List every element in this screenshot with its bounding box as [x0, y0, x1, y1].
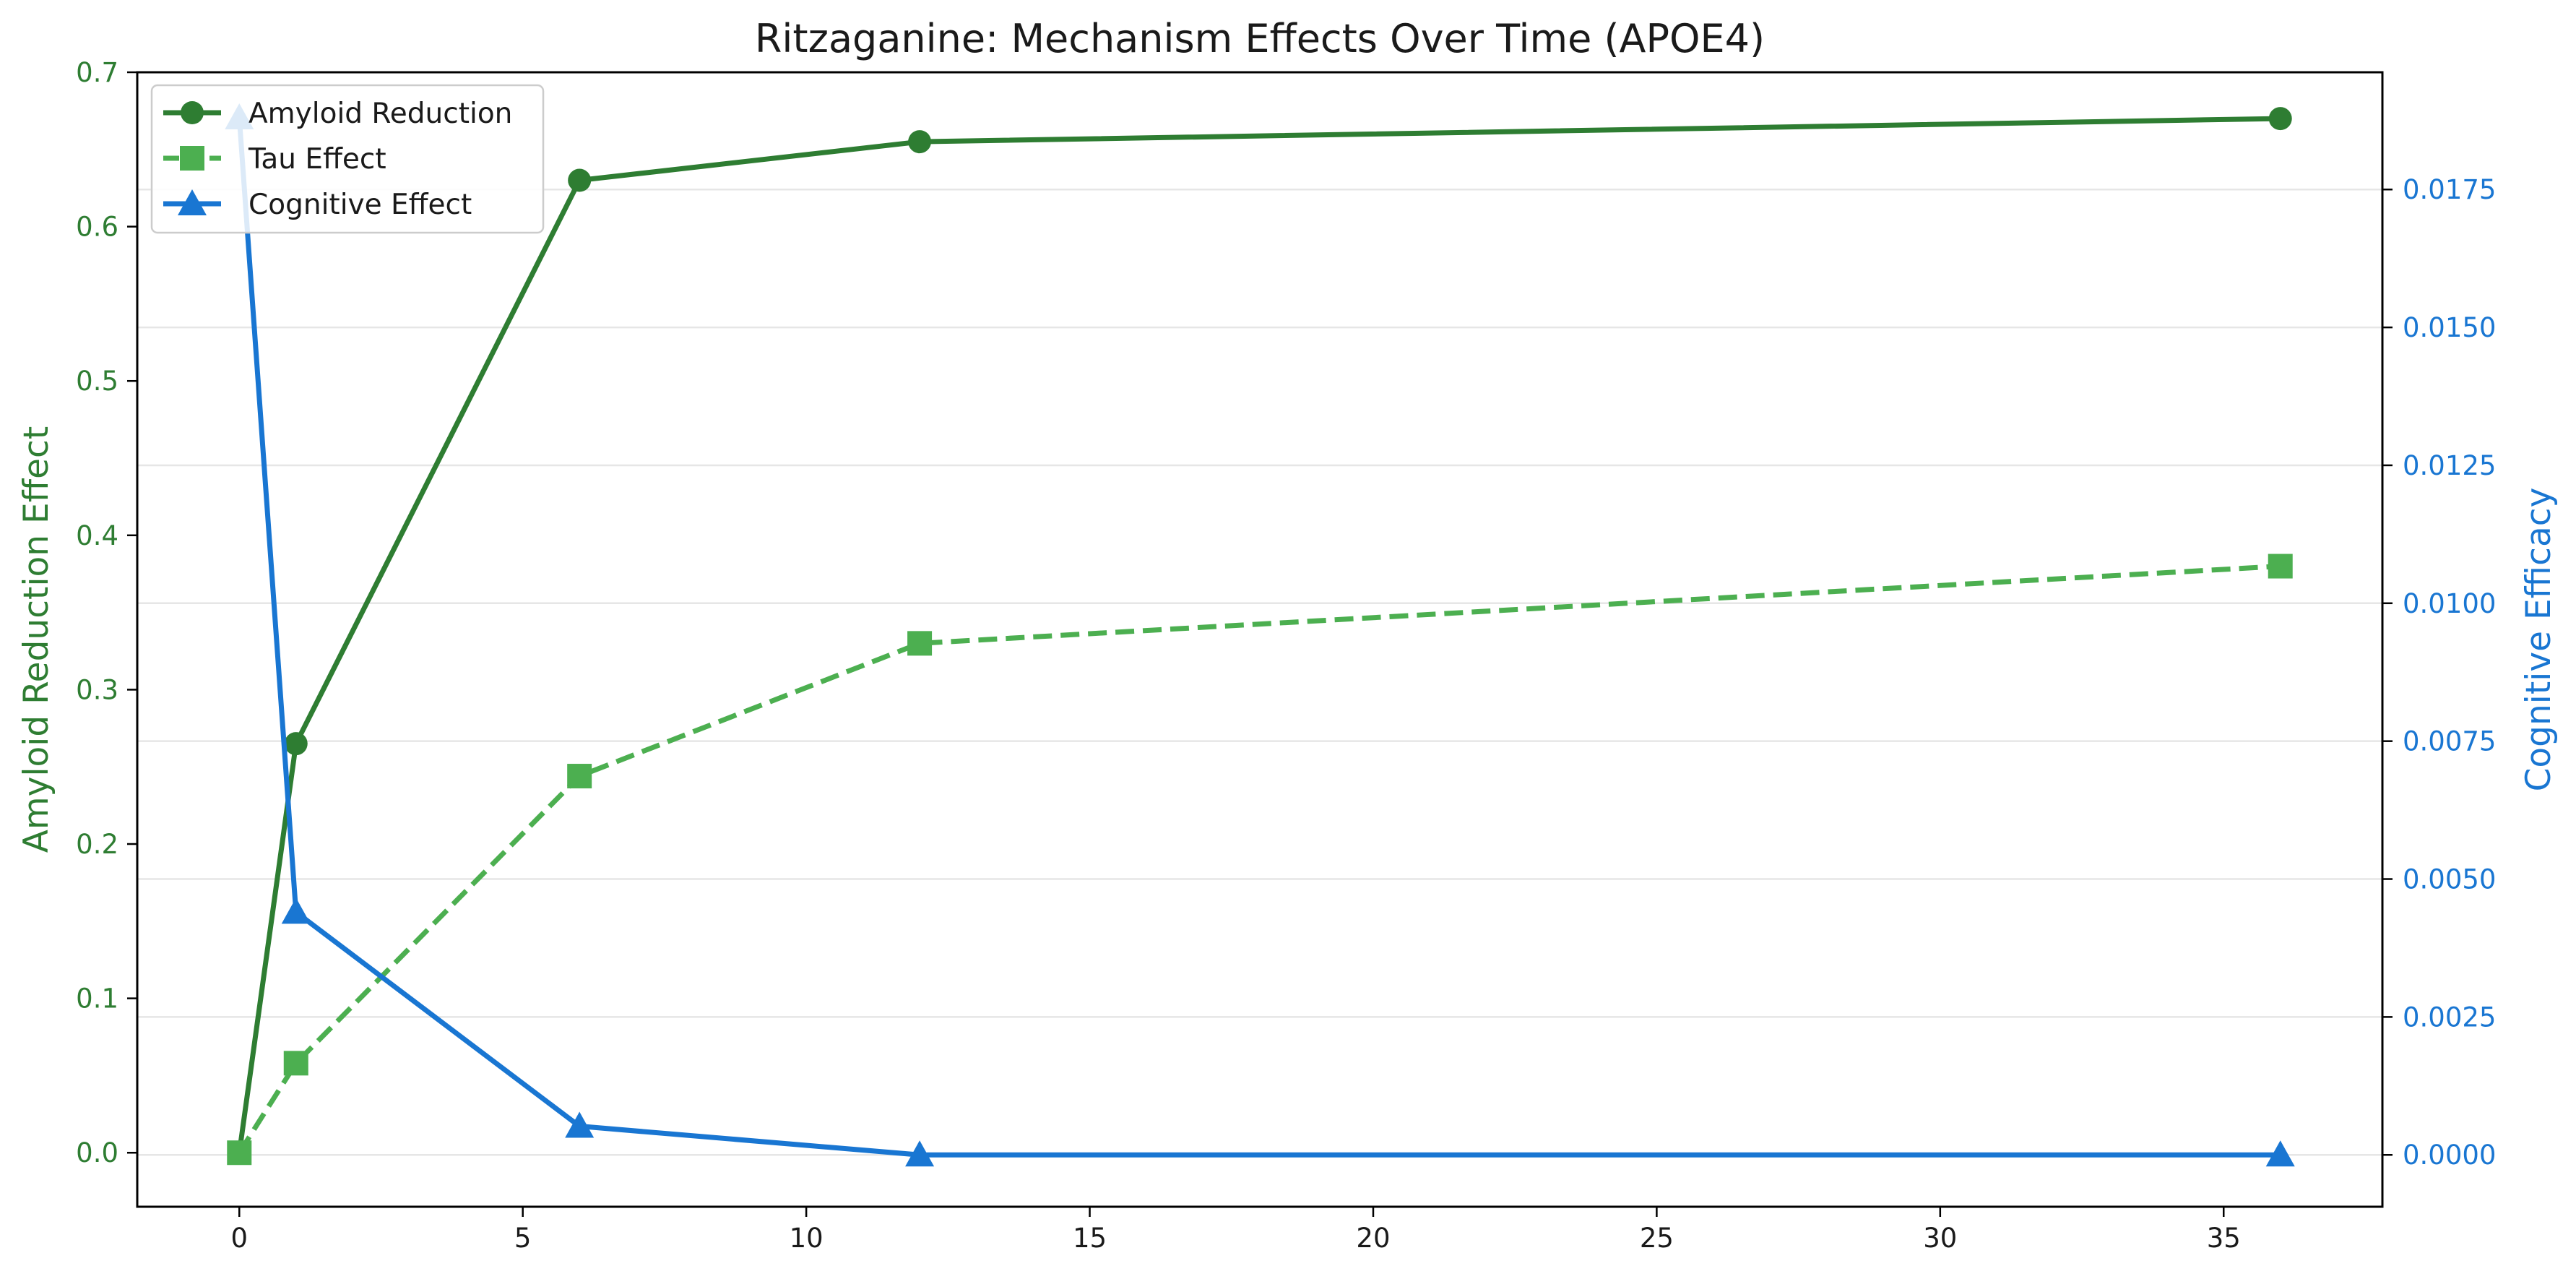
- axes: 0 5 10 15 20 25 30 35 0.0 0.1 0.2 0.3 0.4 0.5 0.6 0.7 0.…: [76, 57, 2496, 1254]
- legend-swatch-marker: [178, 189, 207, 215]
- data-point: [2268, 107, 2292, 131]
- series-tau-effect: [227, 554, 2293, 1166]
- chart-title: Ritzaganine: Mechanism Effects Over Time…: [755, 16, 1765, 61]
- y-left-tick-label: 0.2: [76, 829, 118, 860]
- legend-entry: Tau Effect: [163, 143, 386, 176]
- y-left-tick-label: 0.3: [76, 674, 118, 705]
- legend-entry: Cognitive Effect: [163, 189, 472, 221]
- x-tick-label: 30: [1923, 1223, 1957, 1254]
- legend-label: Tau Effect: [248, 143, 386, 176]
- y-axis-right-label: Cognitive Efficacy: [2519, 488, 2559, 792]
- y-left-tick-label: 0.1: [76, 983, 118, 1015]
- x-tick-label: 10: [790, 1223, 824, 1254]
- data-point: [565, 1111, 595, 1138]
- y-left-tick-label: 0.7: [76, 57, 118, 88]
- data-point: [908, 130, 932, 154]
- y-right-tick-label: 0.0100: [2403, 588, 2496, 619]
- y-left-tick-label: 0.0: [76, 1137, 118, 1168]
- data-point: [907, 631, 933, 656]
- y-right-tick-label: 0.0000: [2403, 1140, 2496, 1171]
- data-point: [568, 168, 592, 192]
- legend-label: Cognitive Effect: [248, 189, 472, 221]
- y-right-tick-label: 0.0075: [2403, 726, 2496, 757]
- x-tick-label: 15: [1073, 1223, 1107, 1254]
- data-point: [2268, 554, 2293, 579]
- y-right-tick-label: 0.0050: [2403, 864, 2496, 895]
- y-right-tick-label: 0.0150: [2403, 312, 2496, 343]
- x-tick-label: 5: [514, 1223, 532, 1254]
- legend: Amyloid Reduction Tau Effect Cognitive Eff…: [150, 84, 545, 234]
- data-point: [905, 1140, 935, 1167]
- x-tick-label: 35: [2207, 1223, 2241, 1254]
- y-right-tick-label: 0.0175: [2403, 174, 2496, 205]
- y-right-tick-label: 0.0125: [2403, 450, 2496, 481]
- data-point: [567, 764, 592, 789]
- data-point: [2265, 1140, 2295, 1167]
- data-point: [227, 1140, 252, 1166]
- legend-entry: Amyloid Reduction: [163, 98, 512, 130]
- data-point: [284, 732, 308, 756]
- legend-swatch-marker: [181, 101, 204, 124]
- legend-box: [150, 84, 545, 234]
- legend-label: Amyloid Reduction: [248, 98, 512, 130]
- legend-swatch-marker: [180, 146, 204, 171]
- y-left-tick-label: 0.4: [76, 520, 118, 551]
- plot-frame: [136, 71, 2384, 1208]
- x-tick-label: 20: [1356, 1223, 1390, 1254]
- y-left-tick-label: 0.5: [76, 366, 118, 397]
- x-tick-label: 25: [1640, 1223, 1674, 1254]
- y-axis-left-label: Amyloid Reduction Effect: [17, 426, 56, 853]
- data-point: [281, 897, 311, 924]
- x-tick-label: 0: [230, 1223, 248, 1254]
- y-right-tick-label: 0.0025: [2403, 1002, 2496, 1033]
- y-left-tick-label: 0.6: [76, 212, 118, 243]
- data-point: [283, 1051, 308, 1076]
